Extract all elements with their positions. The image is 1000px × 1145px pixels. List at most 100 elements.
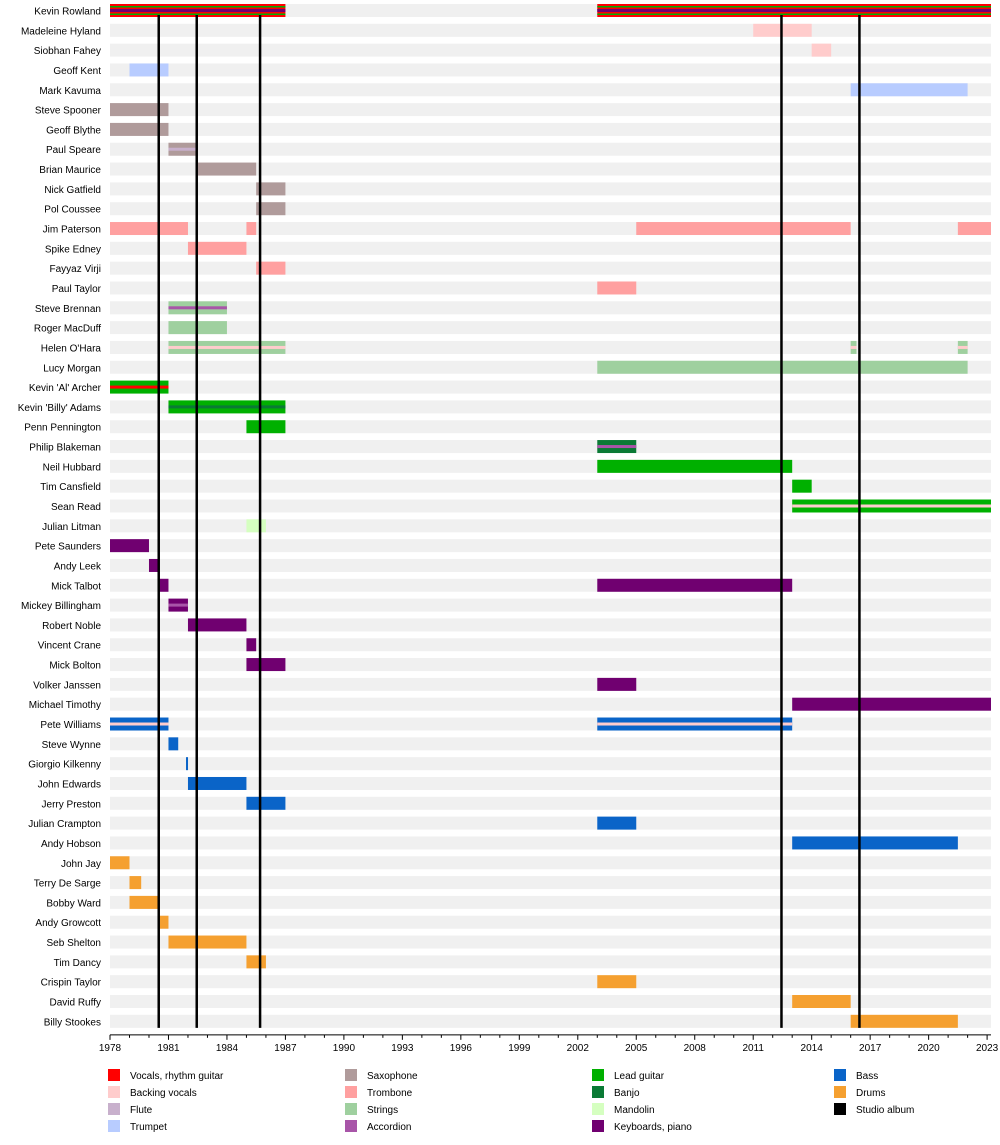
member-bar xyxy=(256,202,286,216)
row-stripe xyxy=(110,420,991,434)
legend-label: Banjo xyxy=(614,1088,640,1099)
row-stripe xyxy=(110,935,991,949)
row-stripe xyxy=(110,895,991,909)
row-stripe xyxy=(110,539,991,553)
legend-swatch xyxy=(345,1086,357,1098)
member-bar xyxy=(246,658,286,672)
member-bar xyxy=(129,876,142,890)
bar-fill xyxy=(850,1014,958,1028)
member-name: Fayyaz Virji xyxy=(50,264,102,275)
bar-fill xyxy=(256,261,286,275)
member-name: Neil Hubbard xyxy=(43,462,101,473)
legend-item: Backing vocals xyxy=(108,1086,197,1099)
bar-tertiary-stripe xyxy=(597,13,991,15)
member-bar xyxy=(597,4,991,17)
member-bar xyxy=(597,578,793,592)
legend-item: Strings xyxy=(345,1103,398,1116)
row-stripe xyxy=(110,876,991,890)
member-bar xyxy=(148,558,159,572)
bar-tertiary-stripe xyxy=(597,6,991,8)
legend-label: Backing vocals xyxy=(130,1088,197,1099)
bar-fill xyxy=(148,558,159,572)
x-axis: 1978 1981 1984 1987 1990 1993 1996 1999 2002 2005… xyxy=(99,1034,999,1054)
member-bar xyxy=(597,717,793,731)
member-bar xyxy=(256,261,286,275)
bar-fill xyxy=(129,895,159,909)
member-name: Spike Edney xyxy=(45,244,101,255)
member-bar xyxy=(246,519,266,533)
x-tick-label: 1978 xyxy=(99,1043,122,1054)
bar-fill xyxy=(850,83,968,97)
legend-item: Saxophone xyxy=(345,1069,418,1082)
member-name: Geoff Blythe xyxy=(46,125,101,136)
x-tick-label: 1981 xyxy=(157,1043,180,1054)
row-stripe xyxy=(110,558,991,572)
row-stripe xyxy=(110,261,991,275)
bar-fill xyxy=(246,638,257,652)
bar-fill xyxy=(792,836,958,850)
member-name: Andy Growcott xyxy=(35,918,101,929)
row-stripe xyxy=(110,975,991,989)
legend-label: Strings xyxy=(367,1105,398,1116)
member-name: Tim Dancy xyxy=(54,958,101,969)
row-stripe xyxy=(110,122,991,136)
row-stripe xyxy=(110,658,991,672)
bar-fill xyxy=(256,202,286,216)
member-bar xyxy=(597,281,637,295)
member-name: Lucy Morgan xyxy=(43,363,101,374)
member-name: Mick Bolton xyxy=(49,661,101,672)
member-name: Julian Crampton xyxy=(28,819,101,830)
row-stripe xyxy=(110,43,991,57)
member-name: Billy Stookes xyxy=(44,1017,101,1028)
bar-fill xyxy=(957,222,991,236)
legend-swatch xyxy=(834,1086,846,1098)
legend-swatch xyxy=(592,1069,604,1081)
bar-tertiary-stripe xyxy=(110,6,286,8)
legend-item: Flute xyxy=(108,1103,153,1116)
bar-fill xyxy=(811,43,832,57)
member-bar xyxy=(597,816,637,830)
bar-fill xyxy=(129,876,142,890)
member-bar xyxy=(197,162,257,176)
member-bar xyxy=(246,955,266,969)
member-bar xyxy=(129,895,159,909)
legend-label: Saxophone xyxy=(367,1071,418,1082)
legend-label: Vocals, rhythm guitar xyxy=(130,1071,224,1082)
row-stripe xyxy=(110,162,991,176)
row-stripe xyxy=(110,598,991,612)
bar-fill xyxy=(187,776,247,790)
member-bar xyxy=(246,420,286,434)
member-bar xyxy=(168,598,188,612)
row-stripe xyxy=(110,440,991,454)
legend-item: Vocals, rhythm guitar xyxy=(108,1069,224,1082)
bar-fill xyxy=(246,519,266,533)
member-bar xyxy=(110,4,286,17)
member-name: Steve Wynne xyxy=(42,740,102,751)
bar-secondary-stripe xyxy=(792,504,991,508)
legend-label: Keyboards, piano xyxy=(614,1122,692,1133)
member-names: Kevin Rowland Madeleine Hyland Siobhan Fah… xyxy=(18,7,102,1029)
row-stripe xyxy=(110,400,991,414)
row-stripe xyxy=(110,1014,991,1028)
legend-label: Lead guitar xyxy=(614,1071,665,1082)
member-name: Helen O'Hara xyxy=(41,343,102,354)
member-bar xyxy=(792,697,991,711)
legend: Vocals, rhythm guitar Backing vocals Flute… xyxy=(108,1069,914,1133)
legend-swatch xyxy=(834,1069,846,1081)
member-bar xyxy=(597,459,793,473)
bar-fill xyxy=(197,162,257,176)
member-name: Siobhan Fahey xyxy=(34,46,101,57)
member-bar xyxy=(792,479,812,493)
member-name: Geoff Kent xyxy=(53,66,101,77)
member-bar xyxy=(246,222,257,236)
bar-fill xyxy=(129,63,169,77)
bar-fill xyxy=(246,796,286,810)
row-stripe xyxy=(110,618,991,632)
member-name: Penn Pennington xyxy=(24,423,101,434)
row-stripe xyxy=(110,142,991,156)
member-name: John Jay xyxy=(61,859,101,870)
row-stripe xyxy=(110,380,991,394)
member-name: John Edwards xyxy=(38,779,101,790)
member-name: Paul Speare xyxy=(46,145,101,156)
legend-swatch xyxy=(108,1120,120,1132)
